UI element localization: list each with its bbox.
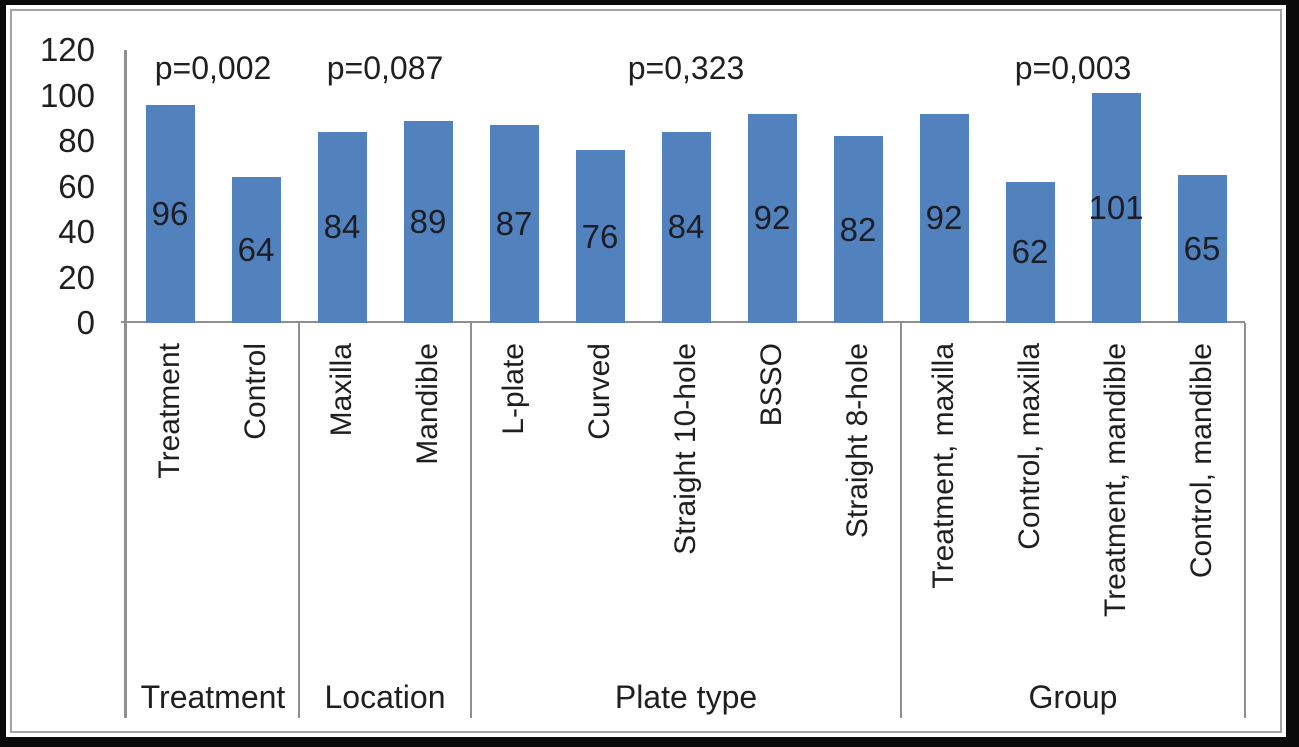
category-label: Straight 8-hole [841,343,874,539]
bar [575,150,625,323]
y-axis-tick-label: 40 [58,213,95,250]
bar [747,113,797,323]
bar-value-label: 64 [237,231,275,269]
category-label: Curved [583,343,616,440]
bar [1177,175,1227,323]
bar-value-label: 92 [925,199,963,237]
category-label: Mandible [411,343,444,465]
group-label: Location [324,679,446,715]
bar [919,113,969,323]
bar [489,125,539,323]
p-value-label: p=0,003 [1014,50,1132,86]
category-label: Treatment, maxilla [927,343,960,589]
category-label: Treatment [153,343,186,479]
y-axis-tick-label: 100 [39,76,95,114]
y-axis-tick-label: 120 [39,31,95,68]
bar [1005,181,1055,323]
category-label: Control [239,343,272,440]
bar [403,120,453,323]
category-label: L-plate [497,343,530,435]
group-separator-line [470,323,472,718]
category-label: Treatment, mandible [1099,343,1132,618]
bar [317,131,367,323]
category-label: Maxilla [325,343,358,437]
bar-value-label: 89 [409,202,447,240]
y-axis-line [124,50,127,718]
bar [231,177,281,323]
group-separator-line [1244,323,1246,718]
y-axis-tick-label: 80 [58,122,95,159]
bar-value-label: 84 [323,208,361,246]
bar-value-label: 62 [1011,233,1049,271]
bar-value-label: 76 [581,217,619,255]
bar-value-label: 82 [839,210,877,248]
y-axis-tick-label: 60 [58,167,95,205]
group-label: Treatment [140,679,286,715]
category-label: Control, mandible [1185,343,1218,579]
chart-outer-border [10,9,1282,733]
group-label: Group [1028,679,1118,715]
category-label: Straight 10-hole [669,343,702,555]
bar-value-label: 65 [1183,230,1221,268]
bar-value-label: 101 [1088,189,1144,227]
chart-background [6,5,1286,737]
bar [661,131,711,323]
p-value-label: p=0,087 [326,50,444,86]
y-axis-tick-label: 0 [76,304,95,341]
p-value-label: p=0,002 [154,50,272,86]
category-label: BSSO [755,343,788,427]
category-label: Control, maxilla [1013,343,1046,550]
bar-value-label: 84 [667,208,705,246]
bar [1091,93,1141,323]
group-separator-line [298,323,300,718]
y-axis-tick-label: 20 [58,258,95,296]
bar [833,136,883,323]
bar-value-label: 87 [495,205,533,243]
group-label: Plate type [614,679,758,715]
group-separator-line [900,323,902,718]
bar-value-label: 96 [151,194,189,232]
p-value-label: p=0,323 [627,50,745,86]
bar [145,104,195,323]
bar-value-label: 92 [753,199,791,237]
